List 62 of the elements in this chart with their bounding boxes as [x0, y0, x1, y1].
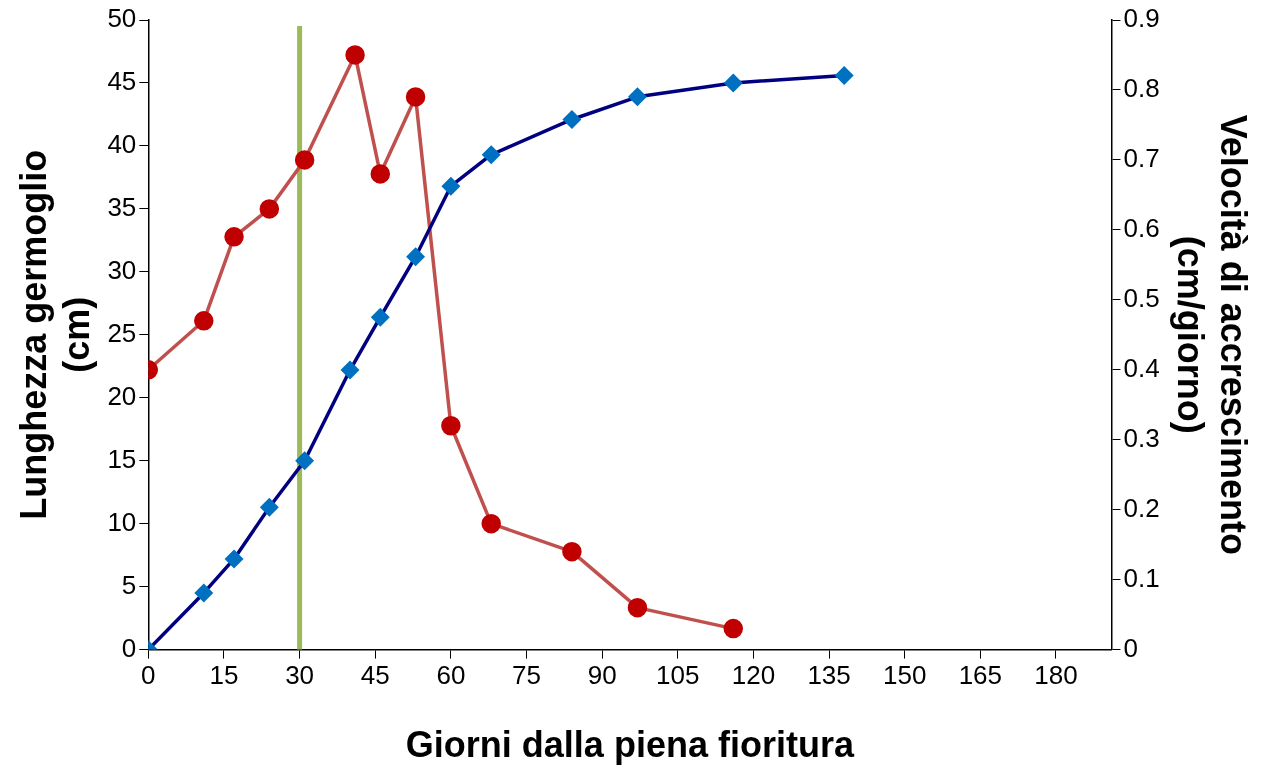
x-tick-label: 90 — [587, 660, 617, 691]
y2-tick-label: 0.7 — [1123, 143, 1160, 174]
x-tick-label: 165 — [958, 660, 1003, 691]
point — [835, 66, 853, 85]
y-axis-title: Lunghezza germoglio (cm) — [12, 149, 97, 520]
x-tick-label: 45 — [360, 660, 390, 691]
y2-tick-label: 0 — [1123, 632, 1138, 663]
y2-tick-label: 0.6 — [1123, 213, 1160, 244]
y2-tick-label: 0.1 — [1123, 562, 1160, 593]
y2-tick-label: 0.5 — [1123, 282, 1160, 313]
y2-tick-label: 0.9 — [1123, 3, 1160, 34]
x-tick-label: 30 — [285, 660, 315, 691]
y-tick-label: 20 — [107, 380, 137, 411]
point — [194, 311, 214, 331]
point — [295, 451, 314, 470]
point — [405, 87, 426, 107]
point — [406, 247, 425, 266]
point — [371, 308, 390, 326]
point — [627, 597, 648, 618]
point — [260, 498, 279, 517]
y-tick-label: 5 — [121, 569, 137, 600]
x-tick-label: 120 — [731, 660, 776, 691]
point — [259, 199, 280, 219]
point — [195, 584, 213, 602]
point — [563, 110, 581, 129]
x-tick-label: 150 — [883, 660, 927, 691]
point — [224, 227, 244, 247]
point — [628, 88, 647, 106]
y-tick-label: 45 — [107, 66, 137, 97]
point — [294, 150, 315, 170]
point — [482, 145, 500, 164]
y-tick-label: 25 — [107, 317, 137, 348]
x-tick-label: 135 — [807, 660, 851, 691]
y2-tick-label: 0.2 — [1123, 492, 1160, 523]
x-tick-label: 180 — [1034, 660, 1078, 691]
x-tick-label: 105 — [656, 660, 700, 691]
y2-tick-label: 0.8 — [1123, 73, 1160, 104]
x-tick-label: 0 — [141, 660, 156, 691]
point — [370, 164, 391, 184]
y-tick-label: 30 — [107, 255, 137, 286]
y-tick-label: 35 — [107, 192, 137, 223]
y2-tick-label: 0.3 — [1123, 422, 1160, 453]
point — [225, 550, 243, 568]
x-axis-title: Giorni dalla piena fioritura — [405, 724, 855, 766]
y2-tick-label: 0.4 — [1123, 352, 1160, 383]
y-tick-label: 10 — [107, 506, 137, 537]
y2-axis-title: Velocità di accrescimento (cm/giorno) — [1170, 114, 1255, 555]
point — [441, 415, 461, 436]
point — [723, 618, 744, 639]
point — [345, 45, 365, 65]
point — [341, 361, 359, 379]
point — [562, 541, 582, 562]
x-tick-label: 60 — [436, 660, 466, 691]
point — [481, 513, 501, 534]
point — [442, 177, 460, 195]
y-tick-label: 15 — [107, 443, 137, 474]
x-tick-label: 15 — [209, 660, 239, 691]
y-tick-label: 40 — [107, 129, 137, 160]
y-tick-label: 50 — [107, 3, 137, 34]
y-tick-label: 0 — [121, 632, 137, 663]
x-tick-label: 75 — [512, 660, 541, 691]
point — [724, 74, 743, 92]
